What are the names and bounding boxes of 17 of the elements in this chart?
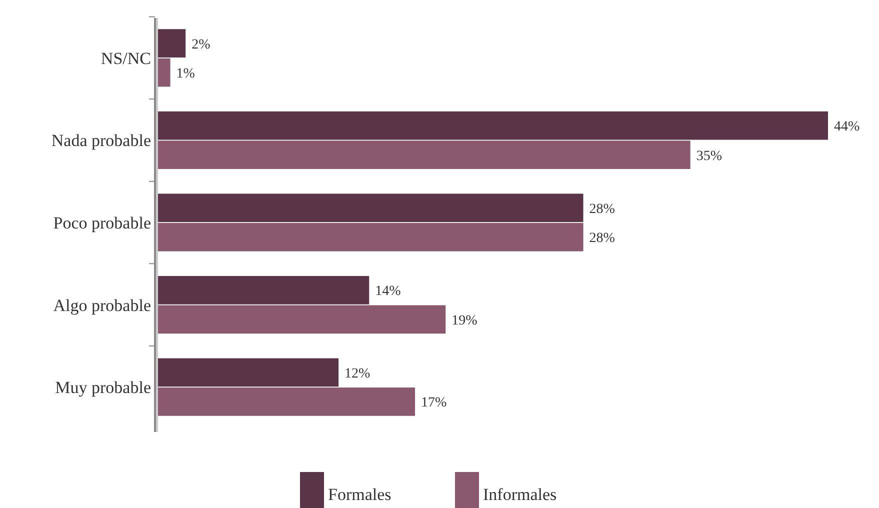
y-tick-label: NS/NC (100, 48, 151, 68)
data-label: 28% (589, 202, 616, 217)
data-label: 17% (421, 396, 448, 411)
legend-label: Informales (483, 485, 557, 504)
data-label: 35% (696, 148, 722, 164)
data-label: 14% (375, 284, 402, 300)
data-label: 28% (589, 231, 616, 246)
y-tick-label: Poco probable (53, 214, 151, 232)
y-tick-label: Nada probable (51, 131, 151, 150)
data-label: 1% (176, 66, 196, 82)
data-label: 44% (834, 120, 860, 135)
legend-label: Formales (328, 485, 392, 504)
y-tick-label: Muy probable (55, 378, 151, 398)
data-label: 2% (192, 37, 211, 52)
y-tick-label: Algo probable (53, 296, 151, 315)
data-label: 19% (452, 313, 478, 328)
data-label: 12% (344, 366, 371, 382)
